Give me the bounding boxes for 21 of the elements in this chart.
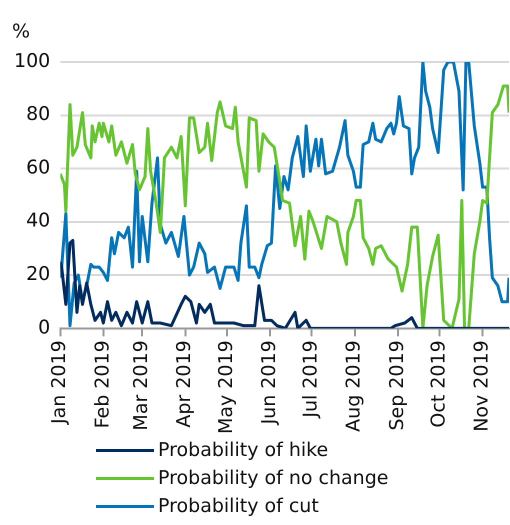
x-tick-label: Nov 2019 [470, 340, 493, 432]
legend-label: Probability of hike [158, 439, 328, 461]
x-tick-label: Oct 2019 [427, 340, 450, 428]
x-tick-label: Aug 2019 [342, 340, 365, 432]
y-tick-label: 60 [26, 156, 50, 178]
legend-label: Probability of no change [158, 467, 388, 489]
y-tick-label: 80 [26, 103, 50, 126]
x-tick-label: Feb 2019 [91, 340, 114, 428]
x-tick-label: Jul 2019 [300, 340, 322, 419]
x-tick-label: May 2019 [214, 340, 237, 434]
x-tick-label: Sep 2019 [386, 340, 408, 431]
y-tick-label: 100 [14, 50, 50, 72]
y-tick-label: 0 [38, 316, 50, 338]
legend-label: Probability of cut [158, 495, 319, 517]
y-tick-label: 40 [26, 210, 50, 232]
y-tick-label: 20 [26, 263, 50, 285]
x-tick-label: Mar 2019 [130, 340, 152, 431]
x-tick-label: Jun 2019 [258, 340, 280, 426]
x-tick-label: Jan 2019 [48, 340, 70, 426]
x-tick-label: Apr 2019 [173, 340, 196, 428]
y-axis-title: % [12, 20, 30, 42]
